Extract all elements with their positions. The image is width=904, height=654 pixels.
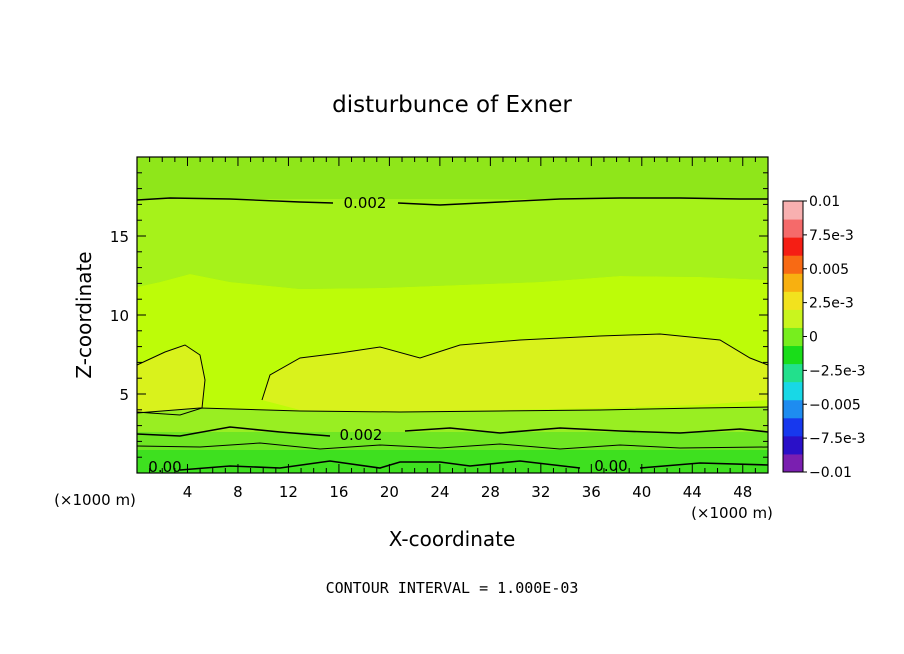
colorbar-swatch: [783, 255, 803, 274]
colorbar-swatch: [783, 237, 803, 256]
colorbar-swatch: [783, 309, 803, 328]
colorbar-swatch: [783, 399, 803, 419]
x-tick-label: 40: [632, 483, 651, 501]
colorbar-swatch: [783, 363, 803, 383]
colorbar-swatch: [783, 345, 803, 365]
colorbar-swatch: [783, 273, 803, 292]
colorbar-swatch: [783, 327, 803, 347]
x-tick-label: 32: [531, 483, 550, 501]
y-tick-labels: 5 10 15: [110, 228, 129, 404]
colorbar-labels: 0.01 7.5e-3 0.005 2.5e-3 0 −2.5e-3 −0.005 −7.5e…: [809, 194, 866, 481]
x-tick-label: 28: [481, 483, 500, 501]
contour-label-zero-right: 0.00: [594, 457, 627, 475]
x-tick-label: 4: [183, 483, 193, 501]
contour-low-d: [179, 460, 769, 471]
colorbar-swatch: [783, 435, 803, 455]
x-axis-ticks: [149, 157, 756, 473]
colorbar-label: −0.005: [809, 397, 861, 413]
y-tick-label: 5: [119, 386, 129, 404]
colorbar-swatch: [783, 417, 803, 437]
plot-area: 0.002 0.002 0.00 0.00: [136, 156, 769, 476]
contour-interval-footer: CONTOUR INTERVAL = 1.000E-03: [326, 579, 579, 597]
x-tick-label: 16: [329, 483, 348, 501]
colorbar-label: 0.01: [809, 194, 840, 210]
band-upper: [137, 199, 768, 289]
band-max: [137, 345, 205, 415]
colorbar-swatch: [783, 291, 803, 310]
y-axis-label: Z-coordinate: [72, 251, 96, 378]
colorbar: [782, 200, 807, 473]
band-max-2: [262, 334, 768, 411]
colorbar-swatch: [783, 201, 803, 220]
colorbar-label: 7.5e-3: [809, 228, 854, 244]
colorbar-label: −2.5e-3: [809, 363, 866, 379]
contour-mid: [136, 333, 769, 416]
x-tick-label: 44: [683, 483, 702, 501]
x-tick-labels: 4 8 12 16 20 24 28 32 36 40 44 48: [183, 483, 753, 501]
colorbar-label: 2.5e-3: [809, 296, 854, 312]
y-tick-label: 10: [110, 307, 129, 325]
contour-low-c: [136, 442, 769, 450]
band-low-1: [137, 407, 768, 432]
x-tick-label: 12: [279, 483, 298, 501]
x-tick-label: 20: [380, 483, 399, 501]
y-tick-label: 15: [110, 228, 129, 246]
contour-upper: [136, 197, 768, 206]
contour-low-b: [136, 426, 769, 437]
contour-label-upper: 0.002: [344, 194, 387, 212]
x-tick-label: 8: [233, 483, 243, 501]
x-unit-right: (×1000 m): [691, 504, 773, 522]
colorbar-swatch: [783, 453, 803, 473]
band-low-3: [137, 450, 768, 473]
x-axis-label: X-coordinate: [389, 527, 516, 551]
colorbar-swatch: [783, 381, 803, 401]
x-unit-left: (×1000 m): [54, 491, 136, 509]
contour-lines: [136, 197, 769, 471]
colorbar-label: −7.5e-3: [809, 431, 866, 447]
x-tick-label: 36: [582, 483, 601, 501]
x-tick-label: 48: [733, 483, 752, 501]
colorbar-label: 0: [809, 330, 818, 346]
contour-label-zero-left: 0.00: [148, 458, 181, 476]
chart-title: disturbunce of Exner: [332, 92, 572, 118]
colorbar-swatch: [783, 219, 803, 238]
contour-low-a: [136, 406, 769, 414]
colorbar-label: −0.01: [809, 465, 852, 481]
x-tick-label: 24: [430, 483, 449, 501]
contour-label-low: 0.002: [340, 426, 383, 444]
colorbar-label: 0.005: [809, 262, 849, 278]
y-axis-ticks: [137, 172, 768, 458]
